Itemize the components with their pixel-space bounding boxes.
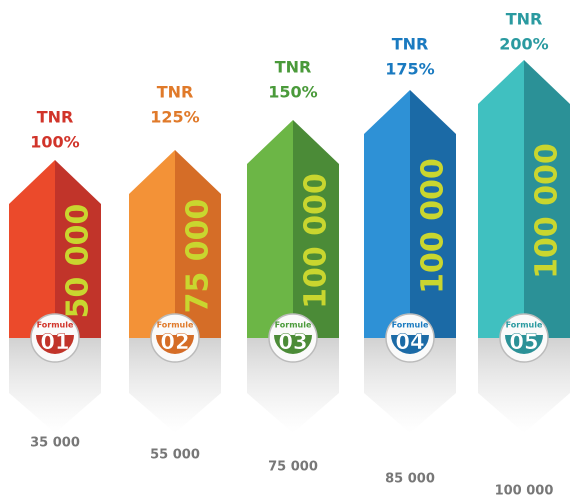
column-left: [129, 150, 175, 338]
formule-label: Formule: [157, 321, 194, 330]
formule-label: Formule: [37, 321, 74, 330]
tnr-label: TNR: [392, 35, 429, 54]
rate-label: 200%: [499, 35, 548, 54]
column-left: [478, 60, 524, 338]
price: 35 000: [30, 436, 80, 451]
formule-number: 05: [509, 330, 538, 354]
tnr-label: TNR: [506, 10, 543, 29]
formule-label: Formule: [392, 321, 429, 330]
tnr-label: TNR: [157, 83, 194, 102]
rate-label: 150%: [268, 83, 317, 102]
infographic: TNR100%50 000Formule0135 000TNR125%75 00…: [0, 0, 573, 499]
formule-label: Formule: [275, 321, 312, 330]
formule-number: 02: [160, 330, 189, 354]
tnr-label: TNR: [37, 108, 74, 127]
amount: 75 000: [181, 199, 216, 314]
price: 85 000: [385, 472, 435, 487]
rate-label: 125%: [150, 108, 199, 127]
column-left: [9, 160, 55, 338]
amount: 100 000: [299, 173, 334, 309]
price: 100 000: [495, 484, 554, 499]
column-left: [364, 90, 410, 338]
formule-number: 04: [395, 330, 424, 354]
column-left: [247, 120, 293, 338]
price: 55 000: [150, 448, 200, 463]
rate-label: 100%: [30, 133, 79, 152]
amount: 100 000: [416, 158, 451, 294]
price: 75 000: [268, 460, 318, 475]
formule-label: Formule: [506, 321, 543, 330]
formule-number: 03: [278, 330, 307, 354]
amount: 100 000: [530, 143, 565, 279]
tnr-label: TNR: [275, 58, 312, 77]
formule-number: 01: [40, 330, 69, 354]
rate-label: 175%: [385, 60, 434, 79]
amount: 50 000: [61, 204, 96, 319]
